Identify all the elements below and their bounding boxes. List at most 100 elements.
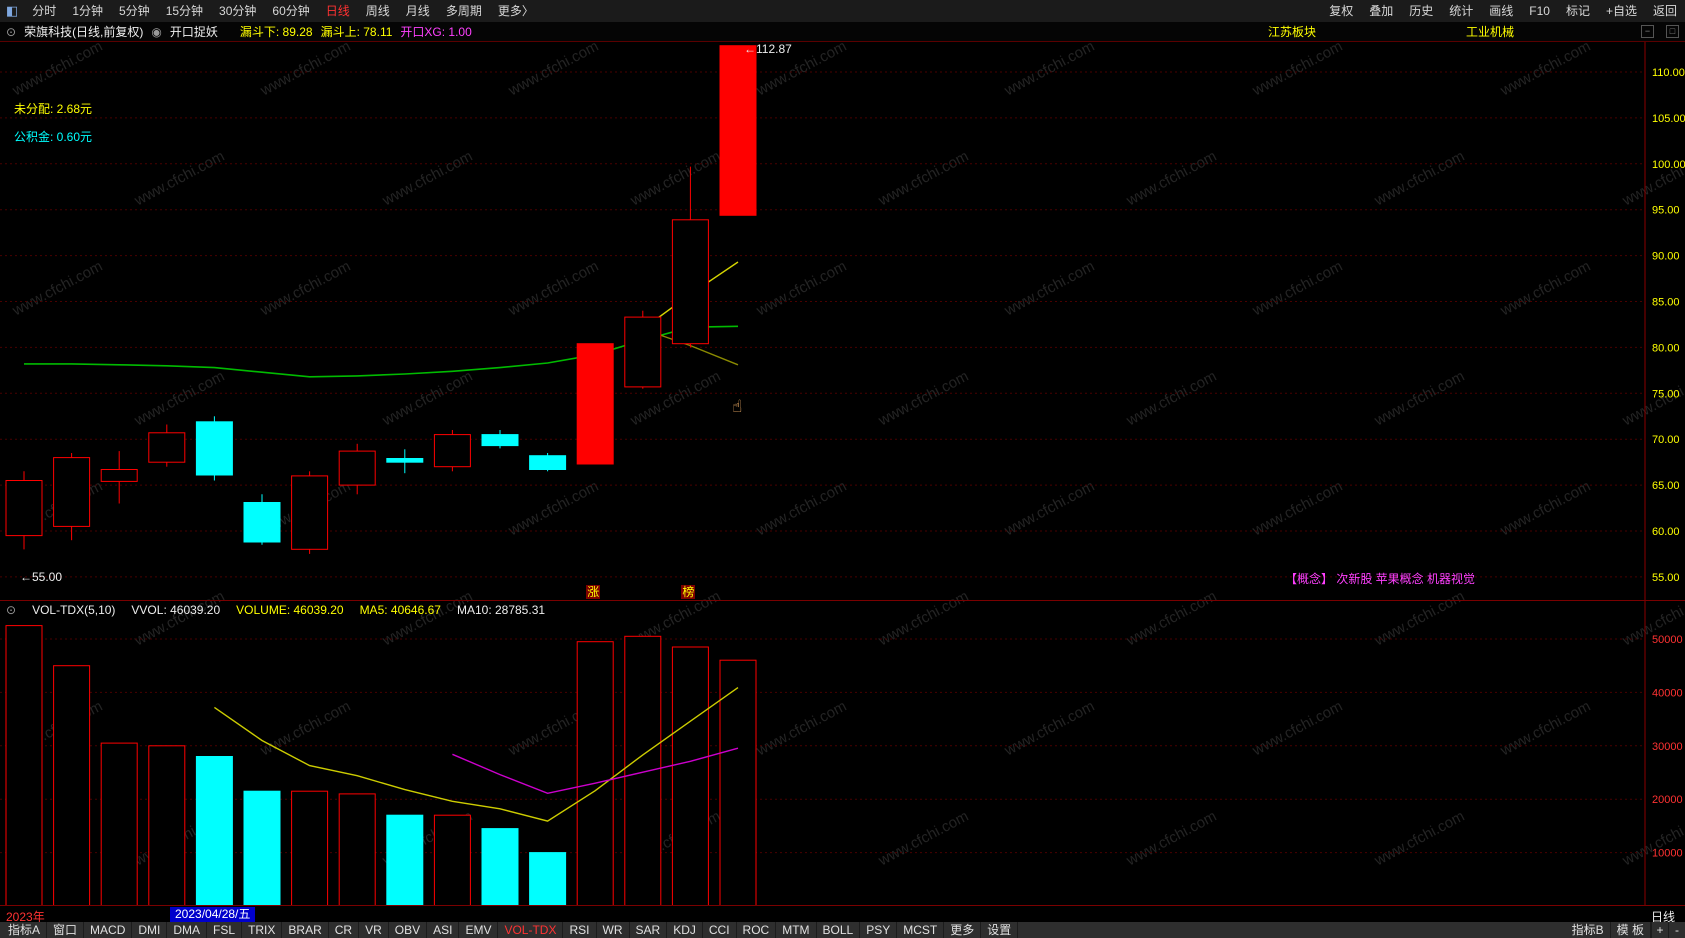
sector-links: 江苏板块 工业机械: [1268, 23, 1514, 40]
sector-link-1[interactable]: 工业机械: [1465, 25, 1514, 39]
indicator-tab-15[interactable]: WR: [597, 922, 630, 938]
zoom-out-button[interactable]: -: [1668, 922, 1685, 938]
period-tab-5[interactable]: 60分钟: [272, 4, 310, 18]
period-label[interactable]: 日线: [1650, 910, 1675, 924]
zoom-in-button[interactable]: +: [1651, 922, 1668, 938]
main-chart-overlay: 未分配: 2.68元 公积金: 0.60元 ←112.87 ←55.00 【概念…: [0, 42, 1685, 600]
indicator-tab-17[interactable]: KDJ: [667, 922, 703, 938]
event-tag[interactable]: 榜: [681, 585, 696, 599]
volume-bar: [386, 814, 424, 906]
volume-bar: [291, 790, 329, 906]
expand-pane-icon[interactable]: □: [1666, 25, 1679, 38]
candle-body: [481, 434, 519, 447]
indicator-tab-21[interactable]: BOLL: [817, 922, 861, 938]
volume-chart: 50000 40000 30000 20000 10000: [0, 601, 1683, 906]
candle-body: [5, 480, 43, 537]
period-tab-8[interactable]: 月线: [405, 4, 430, 18]
indicator-name[interactable]: 开口捉妖: [169, 25, 218, 39]
period-tab-2[interactable]: 5分钟: [119, 4, 150, 18]
app-logo-icon[interactable]: ◧: [6, 3, 19, 18]
open-xg-value: 开口XG: 1.00: [400, 25, 472, 39]
price-axis-label: 100.00: [1652, 159, 1685, 171]
period-tab-6[interactable]: 日线: [325, 4, 350, 18]
indicator-tab-12[interactable]: EMV: [459, 922, 499, 938]
tool-menu-item-3[interactable]: 统计: [1449, 4, 1474, 18]
indicator-icon[interactable]: ◉: [151, 24, 162, 39]
candle-body: [719, 45, 757, 216]
indicator-tab-0[interactable]: 指标A: [2, 922, 48, 938]
indicator-tab-5[interactable]: FSL: [207, 922, 243, 938]
indicator-tab-2[interactable]: MACD: [84, 922, 133, 938]
period-tab-9[interactable]: 多周期: [445, 4, 482, 18]
tool-menu-item-1[interactable]: 叠加: [1369, 4, 1394, 18]
tool-menu-item-6[interactable]: 标记: [1565, 4, 1590, 18]
period-tab-3[interactable]: 15分钟: [165, 4, 204, 18]
indicator-tab-22[interactable]: PSY: [860, 922, 898, 938]
indicator-tab-9[interactable]: VR: [359, 922, 389, 938]
sector-link-0[interactable]: 江苏板块: [1267, 25, 1316, 39]
volume-ma5-line: [214, 687, 739, 822]
indicator-tab-3[interactable]: DMI: [132, 922, 168, 938]
concept-tags[interactable]: 【概念】 次新股 苹果概念 机器视觉: [1285, 572, 1476, 586]
volume-chart-pane[interactable]: 50000 40000 30000 20000 10000: [0, 600, 1685, 906]
volume-bar: [719, 659, 757, 906]
period-tab-7[interactable]: 周线: [365, 4, 390, 18]
ma-line-green: [24, 325, 739, 378]
main-chart-pane[interactable]: 110.00 105.00 100.00 95.00 90.00 85.00 80.00 75…: [0, 42, 1685, 600]
price-axis-label: 60.00: [1652, 526, 1680, 538]
collapse-pane-icon[interactable]: −: [1641, 25, 1654, 38]
tool-menu-item-2[interactable]: 历史: [1409, 4, 1434, 18]
indicator-tab-14[interactable]: RSI: [563, 922, 597, 938]
volume-axis-label: 40000: [1652, 687, 1683, 699]
price-axis-label: 80.00: [1652, 342, 1680, 354]
tool-menu-item-7[interactable]: +自选: [1605, 4, 1637, 18]
indicator-tab-13[interactable]: VOL-TDX: [498, 922, 564, 938]
indicator-tab-7[interactable]: BRAR: [282, 922, 329, 938]
period-tab-10[interactable]: 更多〉: [497, 4, 534, 18]
tool-menu-item-4[interactable]: 画线: [1489, 4, 1514, 18]
period-tab-0[interactable]: 分时: [32, 4, 57, 18]
volume-bar: [53, 665, 91, 906]
indicator-tab-10[interactable]: OBV: [389, 922, 428, 938]
indicator-tab-1[interactable]: 窗口: [47, 922, 85, 938]
price-axis-label: 85.00: [1652, 297, 1680, 309]
indicator-tab-8[interactable]: CR: [329, 922, 360, 938]
tool-menu-item-8[interactable]: 返回: [1652, 4, 1677, 18]
year-label: 2023年: [6, 910, 45, 924]
indicator-cycle-icon[interactable]: ⊙: [6, 602, 17, 617]
ma5-value: MA5: 40646.67: [359, 602, 441, 617]
indicator-tab-24[interactable]: 更多: [944, 922, 982, 938]
period-tab-4[interactable]: 30分钟: [219, 4, 257, 18]
stock-title: 荣旗科技(日线,前复权): [24, 25, 144, 39]
indicator-tab-18[interactable]: CCI: [703, 922, 737, 938]
toolbar-right-item-0[interactable]: 指标B: [1566, 922, 1611, 938]
event-tag[interactable]: 涨: [586, 585, 601, 599]
candle-body: [195, 421, 233, 476]
stock-dropdown-icon[interactable]: ⊙: [6, 24, 17, 39]
top-menu-bar: ◧ 分时 1分钟 5分钟 15分钟 30分钟 60分钟 日线 周线 月线 多周期 更多〉 复权 叠加 历…: [0, 0, 1685, 22]
candle-body: [624, 316, 662, 388]
indicator-tab-25[interactable]: 设置: [981, 922, 1019, 938]
indicator-tab-20[interactable]: MTM: [776, 922, 817, 938]
period-tab-1[interactable]: 1分钟: [72, 4, 103, 18]
volume-value: VOLUME: 46039.20: [236, 602, 344, 617]
tool-menu-item-5[interactable]: F10: [1529, 4, 1550, 18]
ma10-value: MA10: 28785.31: [456, 602, 546, 617]
indicator-tab-4[interactable]: DMA: [167, 922, 208, 938]
tool-menu-item-0[interactable]: 复权: [1329, 4, 1354, 18]
price-axis-label: 90.00: [1652, 251, 1680, 263]
candle-body: [386, 458, 424, 463]
volume-axis-label: 10000: [1652, 848, 1683, 860]
info-bar: ⊙ 荣旗科技(日线,前复权) ◉ 开口捉妖 漏斗下: 89.28 漏斗上: 78…: [0, 22, 1685, 42]
unallocated-label: 未分配: 2.68元: [14, 102, 93, 116]
indicator-tab-6[interactable]: TRIX: [242, 922, 283, 938]
vol-indicator-title[interactable]: VOL-TDX(5,10): [32, 602, 116, 617]
high-price-marker: ←112.87: [744, 42, 792, 56]
volume-bar: [243, 790, 281, 906]
indicator-tab-11[interactable]: ASI: [427, 922, 460, 938]
toolbar-right-item-1[interactable]: 模 板: [1611, 922, 1651, 938]
indicator-tab-16[interactable]: SAR: [630, 922, 668, 938]
indicator-tab-19[interactable]: ROC: [737, 922, 777, 938]
volume-bar: [100, 742, 138, 906]
indicator-tab-23[interactable]: MCST: [897, 922, 945, 938]
